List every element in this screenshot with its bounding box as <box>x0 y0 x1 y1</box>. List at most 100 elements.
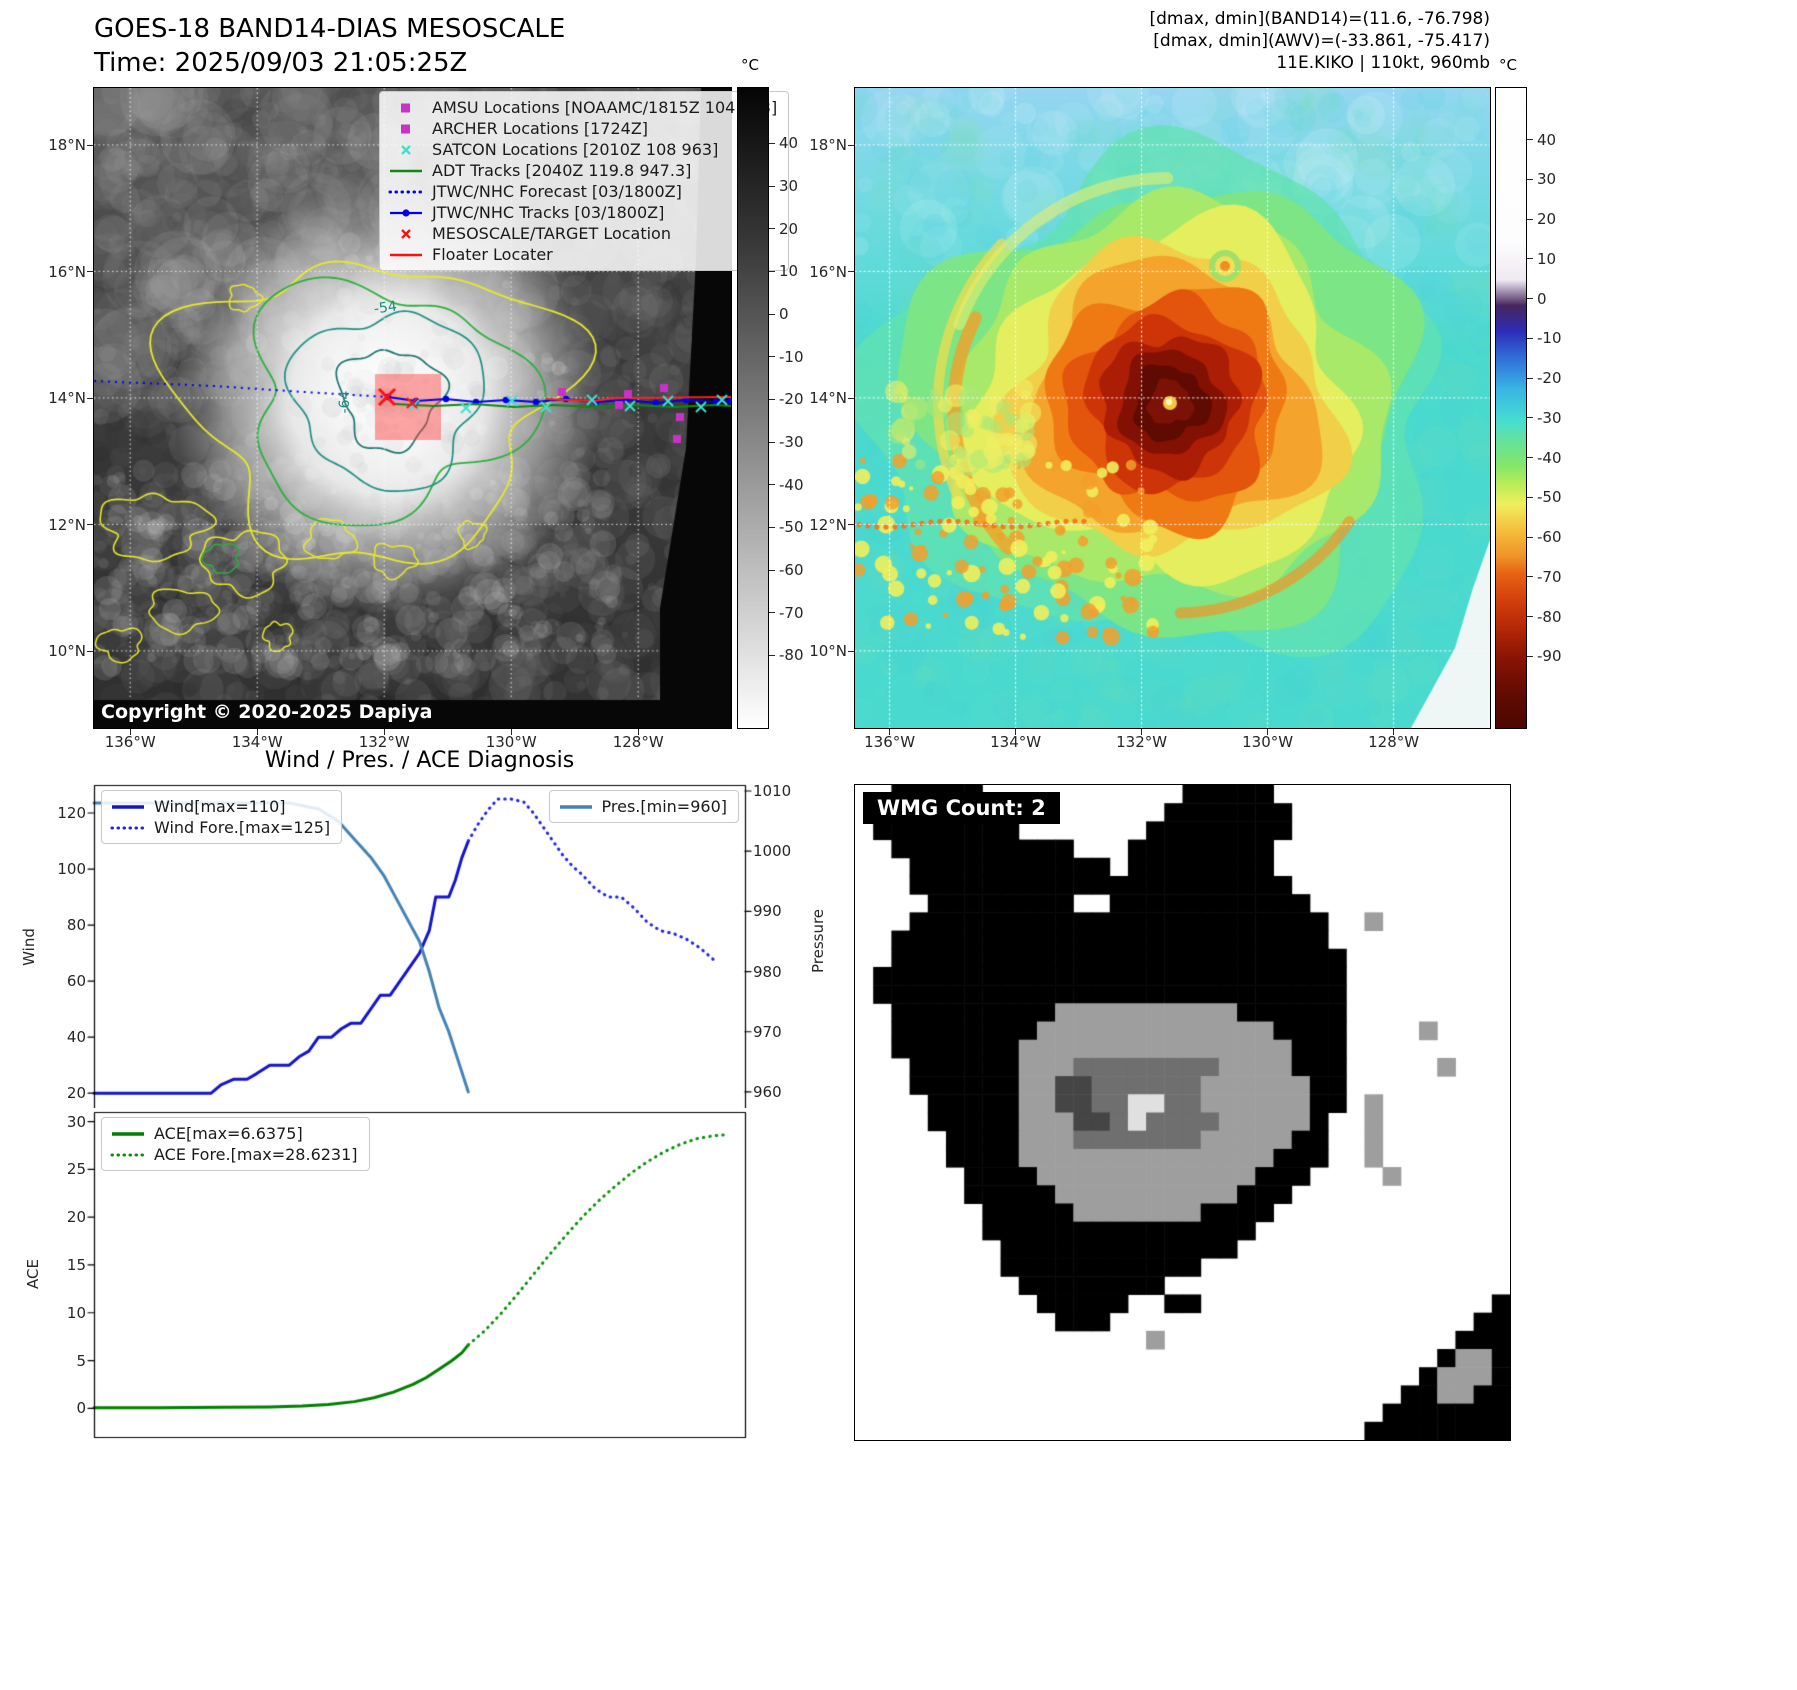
legend-item: ARCHER Locations [1724Z] <box>388 118 777 139</box>
tick-label: 132°W <box>1116 733 1168 751</box>
legend-item-label: Wind Fore.[max=125] <box>154 818 331 837</box>
tick-mark <box>1141 729 1143 735</box>
tick-mark <box>510 729 512 735</box>
x-marker-icon <box>401 228 411 239</box>
tick-label: 30 <box>779 177 799 196</box>
tick-mark <box>1527 576 1533 578</box>
copyright-text: Copyright © 2020-2025 Dapiya <box>101 701 433 723</box>
tick-label: 40 <box>66 1028 86 1047</box>
legend-item: ADT Tracks [2040Z 119.8 947.3] <box>388 160 777 181</box>
tick-label: 20 <box>779 219 799 238</box>
tick-label: 136°W <box>104 733 156 751</box>
tick-mark <box>129 729 131 735</box>
ace-legend: ACE[max=6.6375] ACE Fore.[max=28.6231] <box>101 1117 370 1171</box>
tick-mark <box>848 524 854 525</box>
tick-label: 5 <box>76 1351 86 1370</box>
tick-mark <box>87 524 93 525</box>
tick-mark <box>87 397 93 399</box>
tick-label: 10 <box>779 262 799 281</box>
tick-label: 60 <box>66 972 86 991</box>
tick-label: 40 <box>1537 130 1557 149</box>
tick-label: 990 <box>753 902 782 921</box>
tick-mark <box>1527 337 1533 339</box>
tick-label: 30 <box>66 1112 86 1131</box>
tick-label: 12°N <box>809 515 847 534</box>
awv-header: [dmax, dmin](BAND14)=(11.6, -76.798) [dm… <box>1149 8 1490 74</box>
tick-mark <box>87 271 93 272</box>
awv-satellite-canvas <box>855 88 1490 728</box>
line-dot-marker-icon <box>390 208 422 217</box>
tick-mark <box>1527 616 1533 618</box>
tick-mark <box>1527 655 1533 657</box>
tick-label: 132°W <box>358 733 410 751</box>
solid-marker-icon <box>112 804 144 809</box>
tick-mark <box>1527 457 1533 459</box>
legend-item-label: Wind[max=110] <box>154 797 286 816</box>
tick-label: 120 <box>57 804 86 823</box>
tick-mark <box>1527 139 1533 141</box>
tick-mark <box>769 612 775 614</box>
tick-label: 20 <box>66 1208 86 1227</box>
tick-label: 136°W <box>864 733 916 751</box>
tick-label: 40 <box>779 134 799 153</box>
dotted-marker-icon <box>110 826 146 829</box>
goes-time-label: Time: 2025/09/03 21:05:25Z <box>94 48 468 78</box>
wmg-grid-canvas <box>855 785 1510 1440</box>
goes-legend: AMSU Locations [NOAAMC/1815Z 104 973] ARC… <box>379 91 790 271</box>
tick-mark <box>769 270 775 272</box>
tick-mark <box>889 729 891 735</box>
tick-label: -10 <box>1537 329 1562 348</box>
tick-label: 970 <box>753 1022 782 1041</box>
tick-mark <box>769 441 775 443</box>
tick-mark <box>848 650 854 652</box>
tick-label: 18°N <box>48 136 86 154</box>
tick-label: 128°W <box>1368 733 1420 751</box>
tick-label: 960 <box>753 1082 782 1101</box>
tick-mark <box>1267 729 1269 735</box>
legend-item: SATCON Locations [2010Z 108 963] <box>388 139 777 160</box>
tick-mark <box>1393 729 1395 735</box>
tick-label: -10 <box>779 347 804 366</box>
x-marker-icon <box>401 144 411 155</box>
tick-label: 14°N <box>809 389 847 407</box>
tick-label: -50 <box>1537 488 1562 507</box>
tick-label: 0 <box>779 305 789 324</box>
tick-label: 10°N <box>48 642 86 660</box>
tick-mark <box>383 729 385 735</box>
tick-label: 12°N <box>48 515 86 534</box>
tick-mark <box>848 144 854 146</box>
tick-mark <box>769 398 775 400</box>
square-marker-icon <box>401 124 410 133</box>
tick-label: -20 <box>779 390 804 409</box>
tick-mark <box>848 271 854 272</box>
tick-label: 130°W <box>485 733 537 751</box>
legend-item: AMSU Locations [NOAAMC/1815Z 104 973] <box>388 97 777 118</box>
tick-mark <box>1527 298 1533 300</box>
tick-label: 128°W <box>612 733 664 751</box>
tick-mark <box>1015 729 1017 735</box>
legend-item-label: ACE[max=6.6375] <box>154 1124 303 1143</box>
wind-axis-label: Wind <box>20 928 38 966</box>
solid-marker-icon <box>112 1131 144 1136</box>
tick-label: 980 <box>753 962 782 981</box>
tick-mark <box>1527 377 1533 379</box>
line-marker-icon <box>390 253 422 256</box>
pressure-legend: Pres.[min=960] <box>548 790 739 823</box>
tick-label: 20 <box>1537 210 1557 229</box>
tick-label: 130°W <box>1242 733 1294 751</box>
tick-label: -60 <box>1537 528 1562 547</box>
legend-item: ACE Fore.[max=28.6231] <box>110 1144 358 1165</box>
tick-mark <box>1527 417 1533 419</box>
legend-item-label: SATCON Locations [2010Z 108 963] <box>432 140 719 159</box>
tick-label: 10°N <box>809 642 847 660</box>
awv-map-panel <box>854 87 1491 729</box>
tick-label: 134°W <box>990 733 1042 751</box>
tick-label: 1010 <box>753 782 792 801</box>
tick-mark <box>87 650 93 652</box>
tick-label: 30 <box>1537 170 1557 189</box>
tick-mark <box>1527 258 1533 260</box>
tick-mark <box>848 397 854 399</box>
legend-item-label: ARCHER Locations [1724Z] <box>432 119 649 138</box>
tick-mark <box>637 729 639 735</box>
tick-label: -60 <box>779 561 804 580</box>
